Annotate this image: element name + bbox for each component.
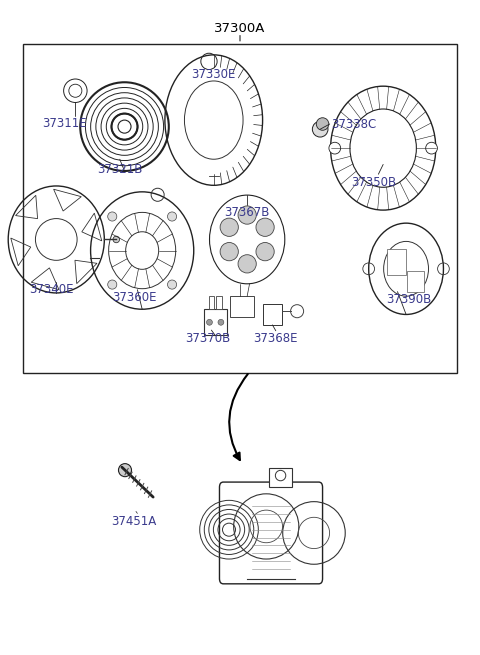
Text: 37300A: 37300A bbox=[214, 22, 266, 35]
Ellipse shape bbox=[312, 121, 328, 137]
Ellipse shape bbox=[168, 212, 177, 221]
Ellipse shape bbox=[108, 212, 117, 221]
Text: 37321B: 37321B bbox=[97, 163, 143, 176]
Text: 37451A: 37451A bbox=[111, 515, 156, 528]
Bar bbox=[204, 309, 227, 335]
Text: 37370B: 37370B bbox=[185, 332, 230, 345]
Text: 37368E: 37368E bbox=[253, 332, 298, 345]
Text: 37330E: 37330E bbox=[192, 68, 236, 81]
Ellipse shape bbox=[238, 255, 256, 273]
Ellipse shape bbox=[426, 142, 437, 154]
Ellipse shape bbox=[108, 280, 117, 289]
Text: 37311E: 37311E bbox=[42, 117, 87, 130]
Ellipse shape bbox=[329, 142, 341, 154]
Text: 37390B: 37390B bbox=[386, 293, 432, 306]
Text: 37360E: 37360E bbox=[112, 291, 156, 304]
Ellipse shape bbox=[316, 118, 329, 130]
Text: 37340E: 37340E bbox=[29, 283, 74, 296]
Bar bbox=[263, 304, 282, 325]
Ellipse shape bbox=[256, 242, 274, 261]
Ellipse shape bbox=[238, 206, 256, 224]
Ellipse shape bbox=[256, 218, 274, 236]
Bar bbox=[216, 296, 222, 309]
Bar bbox=[208, 296, 214, 309]
Ellipse shape bbox=[220, 218, 239, 236]
Ellipse shape bbox=[220, 242, 239, 261]
Ellipse shape bbox=[118, 120, 131, 133]
Text: 37350B: 37350B bbox=[351, 176, 396, 189]
Ellipse shape bbox=[119, 464, 132, 477]
Ellipse shape bbox=[206, 320, 212, 326]
Text: 37367B: 37367B bbox=[225, 206, 270, 219]
Bar bbox=[387, 250, 406, 275]
Bar bbox=[23, 44, 457, 373]
Bar bbox=[269, 468, 292, 487]
Ellipse shape bbox=[218, 320, 224, 326]
FancyBboxPatch shape bbox=[219, 482, 323, 584]
Ellipse shape bbox=[168, 280, 177, 289]
Bar bbox=[230, 296, 254, 317]
Text: 37338C: 37338C bbox=[332, 117, 377, 130]
Bar bbox=[407, 271, 424, 292]
Ellipse shape bbox=[113, 236, 120, 243]
